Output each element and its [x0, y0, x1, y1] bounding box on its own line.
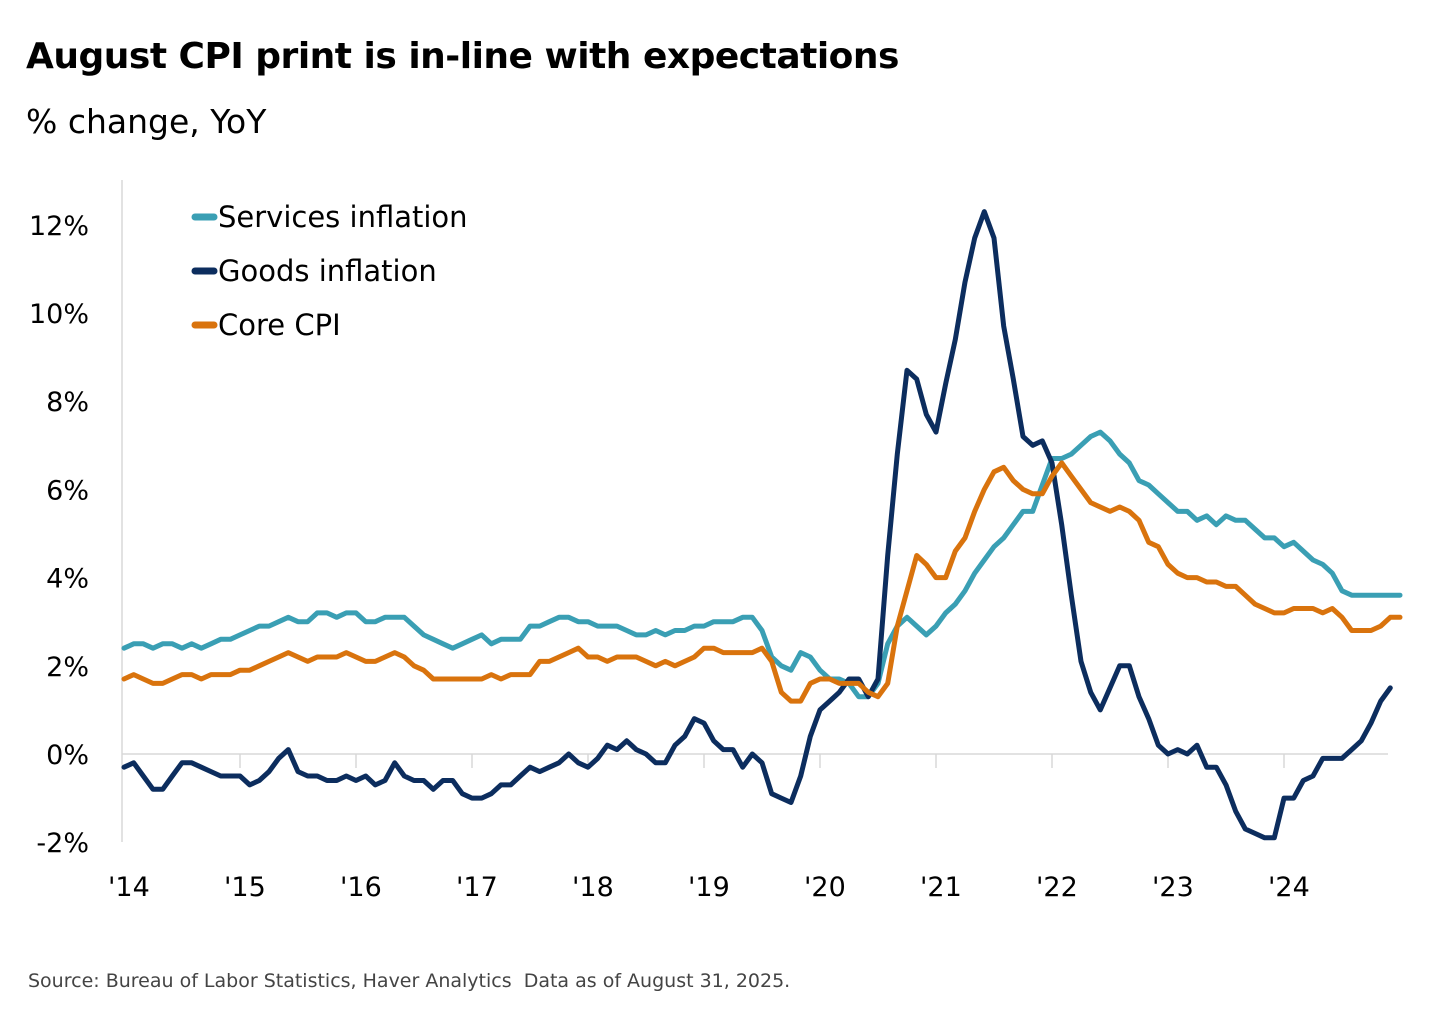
y-tick-label: 8%	[46, 387, 89, 418]
series-line-goods-inflation	[121, 209, 1393, 841]
series-lines	[121, 209, 1403, 841]
x-tick-label: '18	[572, 872, 614, 903]
y-tick-label: 0%	[46, 740, 89, 771]
y-tick-label: -2%	[36, 828, 89, 859]
y-axis-ticks: 12% 10% 8% 6% 4% 2% 0% -2%	[29, 211, 89, 859]
source-note: Source: Bureau of Labor Statistics, Have…	[28, 970, 791, 992]
x-tick-label: '15	[224, 872, 266, 903]
legend-label: Services inflation	[218, 200, 468, 234]
y-tick-label: 12%	[29, 211, 89, 242]
x-tick-label: '23	[1152, 872, 1194, 903]
chart-title: August CPI print is in-line with expecta…	[26, 36, 899, 77]
y-tick-label: 4%	[46, 564, 89, 595]
series-line-services-inflation	[121, 429, 1403, 700]
series-line-core-cpi	[121, 460, 1403, 704]
x-tick-label: '22	[1036, 872, 1078, 903]
x-tick-label: '20	[804, 872, 846, 903]
x-axis-ticks: '14 '15 '16 '17 '18 '19 '20 '21 '22 '23 '24	[108, 872, 1310, 903]
x-tick-label: '21	[920, 872, 962, 903]
legend-label: Core CPI	[218, 308, 341, 342]
x-tick-label: '16	[340, 872, 382, 903]
y-tick-label: 6%	[46, 475, 89, 506]
x-tick-label: '19	[688, 872, 730, 903]
x-tick-label: '14	[108, 872, 150, 903]
legend: Services inflation Goods inflation Core CP…	[191, 200, 468, 342]
line-chart: 12% 10% 8% 6% 4% 2% 0% -2% '14 '15 '16 '17 '18 '19 '2…	[29, 180, 1403, 903]
legend-label: Goods inflation	[218, 254, 437, 288]
chart-subtitle: % change, YoY	[26, 102, 267, 141]
y-tick-label: 10%	[29, 299, 89, 330]
y-tick-label: 2%	[46, 652, 89, 683]
x-tick-label: '24	[1268, 872, 1310, 903]
x-tick-label: '17	[456, 872, 498, 903]
